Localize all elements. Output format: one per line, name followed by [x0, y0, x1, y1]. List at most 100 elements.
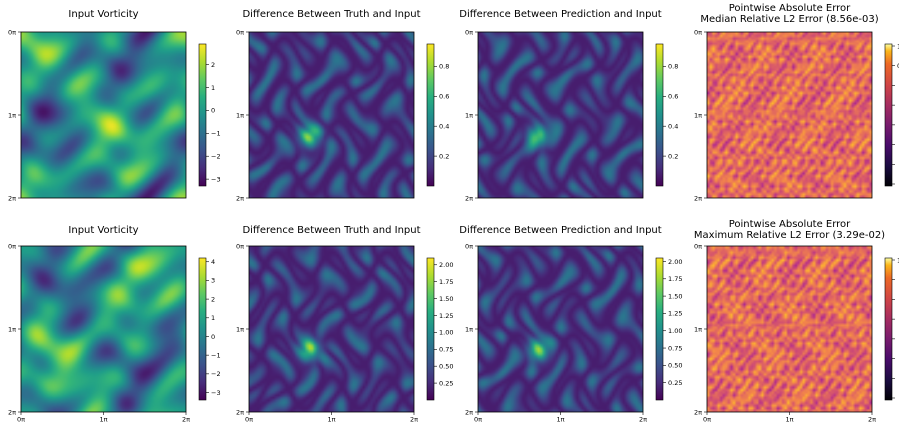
- colorbar-tick-label: −1: [211, 130, 221, 138]
- colorbar-tick-label: 0: [211, 107, 215, 115]
- colorbar-tick-label: 0.75: [439, 346, 453, 354]
- x-tick-label: 1π: [785, 416, 793, 422]
- colorbar: [655, 43, 664, 187]
- x-tick-label: 1π: [327, 416, 335, 422]
- panel-title: Difference Between Truth and Input: [242, 225, 420, 236]
- y-tick-label: 2π: [465, 194, 473, 202]
- y-tick-label: 1π: [465, 111, 473, 119]
- colorbar: [884, 257, 893, 401]
- colorbar-tick-label: 0: [211, 333, 215, 341]
- x-tick-label: 2π: [639, 416, 647, 422]
- colorbar: [426, 43, 435, 187]
- x-tick-label: 0π: [17, 416, 25, 422]
- colorbar-tick-label: 1.50: [668, 292, 682, 300]
- x-tick-label: 1π: [556, 416, 564, 422]
- y-tick-label: 0π: [465, 242, 473, 250]
- panel-title: Difference Between Prediction and Input: [459, 9, 661, 20]
- colorbar-tick-label: −3: [211, 175, 221, 183]
- panel-subtitle: Maximum Relative L2 Error (3.29e-02): [694, 230, 885, 241]
- x-tick-label: 2π: [410, 416, 418, 422]
- colorbar: [198, 43, 207, 187]
- colorbar-tick-label: −1: [211, 351, 221, 359]
- heatmap-image: [478, 246, 643, 412]
- heatmap-image: [21, 32, 186, 198]
- heatmap-image: [707, 246, 872, 412]
- colorbar-tick-label: 4: [211, 258, 215, 266]
- colorbar-tick-label: 1.00: [668, 327, 682, 335]
- colorbar-tick-label: 3: [211, 277, 215, 285]
- y-tick-label: 1π: [694, 111, 702, 119]
- y-tick-label: 1π: [465, 325, 473, 333]
- colorbar-tick-label: 2.00: [439, 261, 453, 269]
- y-tick-label: 2π: [694, 194, 702, 202]
- colorbar-tick-label: 0.8: [668, 63, 678, 71]
- panel-subtitle: Median Relative L2 Error (8.56e-03): [700, 14, 878, 25]
- panel-r1-c3: Difference Between Prediction and Input 0…: [459, 9, 678, 202]
- y-tick-label: 1π: [236, 325, 244, 333]
- panel-r2-c2: Difference Between Truth and Input 0π 1π 2π…: [236, 225, 454, 422]
- colorbar-tick-label: 1.00: [439, 329, 453, 337]
- colorbar-tick-label: 0: [897, 62, 899, 70]
- colorbar-tick-label: 0.50: [668, 362, 682, 370]
- colorbar-tick-label: 0.6: [439, 93, 449, 101]
- colorbar-tick-label: 1: [211, 84, 215, 92]
- colorbar-tick-label: 0.6: [668, 93, 678, 101]
- y-tick-label: 1π: [236, 111, 244, 119]
- panel-title: Pointwise Absolute Error: [729, 3, 851, 14]
- y-tick-label: 1π: [694, 325, 702, 333]
- panel-title: Difference Between Truth and Input: [242, 9, 420, 20]
- panel-r2-c3: Difference Between Prediction and Input 0…: [459, 225, 682, 422]
- x-tick-label: 0π: [703, 416, 711, 422]
- colorbar-tick-label: 1.25: [668, 310, 682, 318]
- y-tick-label: 0π: [236, 242, 244, 250]
- y-tick-label: 2π: [236, 194, 244, 202]
- colorbar-tick-label: 1.75: [668, 275, 682, 283]
- colorbar-tick-label: 0.25: [668, 379, 682, 387]
- y-tick-label: 2π: [8, 194, 16, 202]
- y-tick-label: 0π: [465, 28, 473, 36]
- colorbar-tick-label: −3: [211, 389, 221, 397]
- colorbar-tick-label: 0.2: [668, 152, 678, 160]
- colorbar: [426, 257, 435, 401]
- x-tick-label: 2π: [868, 416, 876, 422]
- colorbar-tick-label: 0.4: [668, 123, 678, 131]
- colorbar-tick-label: 1.75: [439, 278, 453, 286]
- colorbar-tick-label: 2: [211, 61, 215, 69]
- x-tick-label: 1π: [99, 416, 107, 422]
- colorbar: [655, 257, 664, 401]
- colorbar: [884, 43, 893, 187]
- colorbar-tick-label: 1: [211, 314, 215, 322]
- colorbar-tick-label: 2: [211, 295, 215, 303]
- colorbar-tick-label: 1: [897, 256, 899, 264]
- colorbar-tick-label: 1: [897, 42, 899, 50]
- x-tick-label: 0π: [474, 416, 482, 422]
- colorbar: [198, 257, 207, 401]
- panel-title: Difference Between Prediction and Input: [459, 225, 661, 236]
- panel-r1-c2: Difference Between Truth and Input 0π 1π 2π…: [236, 9, 449, 202]
- colorbar-tick-label: 0.75: [668, 344, 682, 352]
- heatmap-image: [21, 246, 186, 412]
- panel-title: Input Vorticity: [68, 9, 138, 20]
- panel-r1-c1: Input Vorticity 0π 1π 2π 2 1 0 −1 −2 −3: [8, 9, 221, 202]
- y-tick-label: 2π: [236, 408, 244, 416]
- colorbar-tick-label: −2: [211, 153, 221, 161]
- colorbar-tick-label: 0.50: [439, 362, 453, 370]
- heatmap-image: [249, 32, 414, 198]
- colorbar-tick-label: −2: [211, 370, 221, 378]
- y-tick-label: 1π: [8, 111, 16, 119]
- y-tick-label: 0π: [236, 28, 244, 36]
- heatmap-image: [478, 32, 643, 198]
- x-tick-label: 0π: [245, 416, 253, 422]
- y-tick-label: 2π: [465, 408, 473, 416]
- colorbar-tick-label: 2.00: [668, 258, 682, 266]
- y-tick-label: 0π: [8, 28, 16, 36]
- panel-title: Input Vorticity: [68, 225, 138, 236]
- x-tick-label: 2π: [182, 416, 190, 422]
- heatmap-image: [249, 246, 414, 412]
- colorbar-tick-label: 0.25: [439, 379, 453, 387]
- colorbar-tick-label: 0.4: [439, 123, 449, 131]
- y-tick-label: 0π: [694, 242, 702, 250]
